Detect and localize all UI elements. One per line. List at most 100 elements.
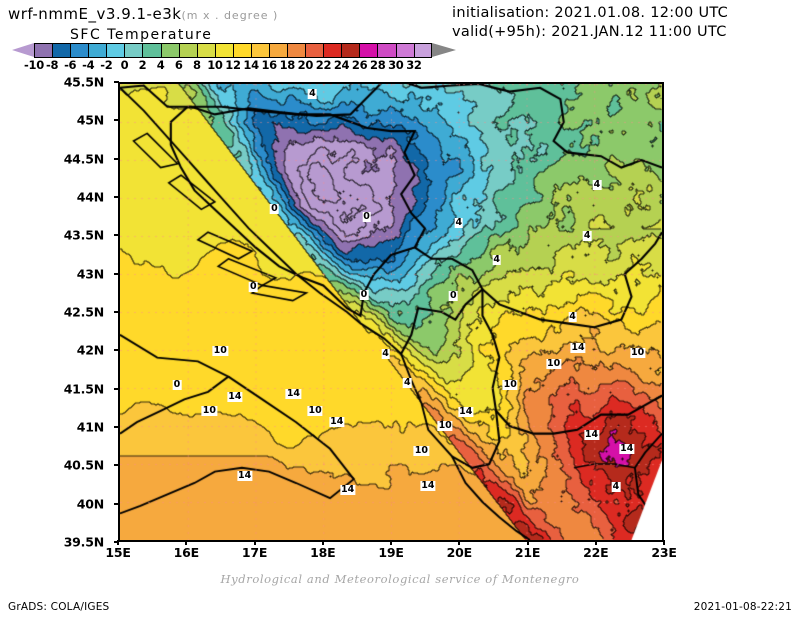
- colorbar: -10 -8 -6 -4 -2 0 2 4 6 8 10 12 14 16 18 20 22 24 26 28 30 32: [8, 43, 458, 72]
- colorbar-segment: [124, 43, 143, 58]
- longitude-tick: [526, 540, 529, 545]
- latitude-label: 41N: [76, 419, 104, 435]
- contour-label: 10: [502, 378, 518, 390]
- colorbar-tick: 14: [243, 58, 259, 72]
- latitude-label: 45.5N: [63, 74, 105, 90]
- map-plot-area[interactable]: 4 0 0 4 0 0 0 4 10 14 4 10 14 4 4 4 4 14 10 14 4 10 14 14 10 10 10…: [118, 82, 664, 542]
- latitude-label: 42.5N: [63, 304, 105, 320]
- colorbar-segment: [269, 43, 288, 58]
- contour-label: 10: [413, 444, 429, 456]
- longitude-label: 20E: [446, 545, 473, 560]
- colorbar-tick: 16: [261, 58, 277, 72]
- contour-label: 4: [402, 376, 412, 388]
- model-name: wrf-nmmE_v3.9.1-e3k: [8, 5, 182, 23]
- contour-label: 14: [329, 416, 345, 428]
- longitude-label: 17E: [241, 545, 268, 560]
- colorbar-tick: -2: [100, 58, 113, 72]
- temperature-field-canvas: [120, 84, 662, 540]
- model-units: (m x . degree ): [181, 9, 279, 22]
- colorbar-segment: [214, 43, 233, 58]
- latitude-tick: [114, 81, 119, 83]
- latitude-label: 43N: [76, 266, 104, 282]
- contour-label: 14: [583, 429, 600, 441]
- contour-label: 4: [582, 229, 592, 241]
- contour-label: 14: [340, 483, 356, 495]
- colorbar-tick: 32: [406, 58, 422, 72]
- colorbar-segment: [250, 43, 270, 58]
- contour-label: 10: [437, 420, 453, 431]
- contour-label: 4: [611, 480, 621, 492]
- longitude-tick: [390, 540, 392, 545]
- contour-label: 14: [619, 442, 635, 454]
- colorbar-segment: [341, 43, 360, 58]
- colorbar-segment: [142, 43, 161, 58]
- latitude-tick: [114, 349, 119, 352]
- longitude-tick: [117, 540, 119, 545]
- latitude-label: 40N: [76, 496, 104, 512]
- colorbar-tick: 4: [156, 58, 165, 72]
- latitude-tick: [114, 234, 119, 237]
- contour-label: 10: [545, 358, 562, 370]
- colorbar-tick: -4: [82, 58, 95, 72]
- latitude-tick: [114, 464, 119, 467]
- contour-label: 10: [307, 405, 323, 417]
- longitude-label: 15E: [105, 545, 131, 560]
- colorbar-over-arrow-icon: [432, 43, 456, 57]
- latitude-tick: [114, 541, 119, 543]
- contour-label: 0: [449, 290, 458, 302]
- contour-label: 10: [629, 347, 646, 359]
- longitude-label: 21E: [514, 545, 541, 560]
- colorbar-segment: [305, 43, 324, 58]
- latitude-tick-marks: [0, 81, 123, 543]
- colorbar-tick-labels: -10 -8 -6 -4 -2 0 2 4 6 8 10 12 14 16 18 20 22 24 26 28 30 32: [8, 58, 458, 72]
- colorbar-tick: -10: [24, 58, 44, 72]
- contour-label: 4: [308, 88, 317, 100]
- colorbar-segment: [395, 43, 414, 58]
- generation-timestamp: 2021-01-08-22:21: [693, 601, 792, 613]
- latitude-label: 39.5N: [63, 534, 105, 550]
- colorbar-segment: [106, 43, 125, 58]
- contour-label: 14: [285, 388, 302, 400]
- contour-label: 14: [420, 479, 436, 491]
- colorbar-segment: [70, 43, 89, 58]
- colorbar-segment: [323, 43, 342, 58]
- contour-label: 4: [381, 347, 390, 359]
- initialisation-time: initialisation: 2021.01.08. 12:00 UTC: [452, 5, 729, 21]
- contour-label: 4: [454, 217, 464, 229]
- grads-attribution: GrADS: COLA/IGES: [8, 601, 110, 613]
- colorbar-segment: [88, 43, 107, 58]
- colorbar-tick: 28: [370, 58, 386, 72]
- contour-label: 10: [201, 404, 218, 416]
- latitude-label: 45N: [76, 112, 104, 128]
- colorbar-segment: [377, 43, 396, 58]
- longitude-tick: [253, 540, 256, 545]
- colorbar-segment: [413, 43, 432, 58]
- colorbar-tick: 18: [279, 58, 296, 72]
- colorbar-tick: -8: [45, 58, 59, 72]
- contour-label: 14: [570, 342, 586, 354]
- colorbar-segment: [160, 43, 179, 58]
- valid-time: valid(+95h): 2021.JAN.12 11:00 UTC: [452, 24, 727, 40]
- longitude-tick: [663, 540, 665, 545]
- longitude-tick: [185, 540, 188, 545]
- contour-label: 10: [212, 345, 228, 357]
- colorbar-tick: 6: [174, 58, 183, 72]
- colorbar-segment: [359, 43, 378, 58]
- colorbar-tick: 26: [351, 58, 368, 72]
- contour-label: 0: [249, 280, 258, 292]
- longitude-axis-labels: 15E 16E 17E 18E 19E 20E 21E 22E 23E: [105, 545, 677, 565]
- latitude-tick: [114, 196, 119, 198]
- model-title: wrf-nmmE_v3.9.1-e3k(m x . degree ): [8, 5, 278, 23]
- latitude-tick: [114, 119, 119, 122]
- latitude-axis-labels: 45.5N 45N 44.5N 44N 43.5N 43N 42.5N 42N 41.5N 41N…: [0, 75, 114, 550]
- colorbar-tick: 8: [192, 58, 201, 72]
- contour-label: 14: [237, 470, 253, 482]
- colorbar-tick: 20: [297, 58, 314, 72]
- latitude-tick: [114, 426, 119, 428]
- colorbar-segment: [34, 43, 53, 58]
- contour-label: 4: [492, 253, 501, 265]
- latitude-label: 43.5N: [63, 227, 105, 243]
- longitude-label: 18E: [310, 545, 336, 560]
- colorbar-tick: 22: [315, 58, 332, 72]
- latitude-label: 42N: [76, 342, 104, 358]
